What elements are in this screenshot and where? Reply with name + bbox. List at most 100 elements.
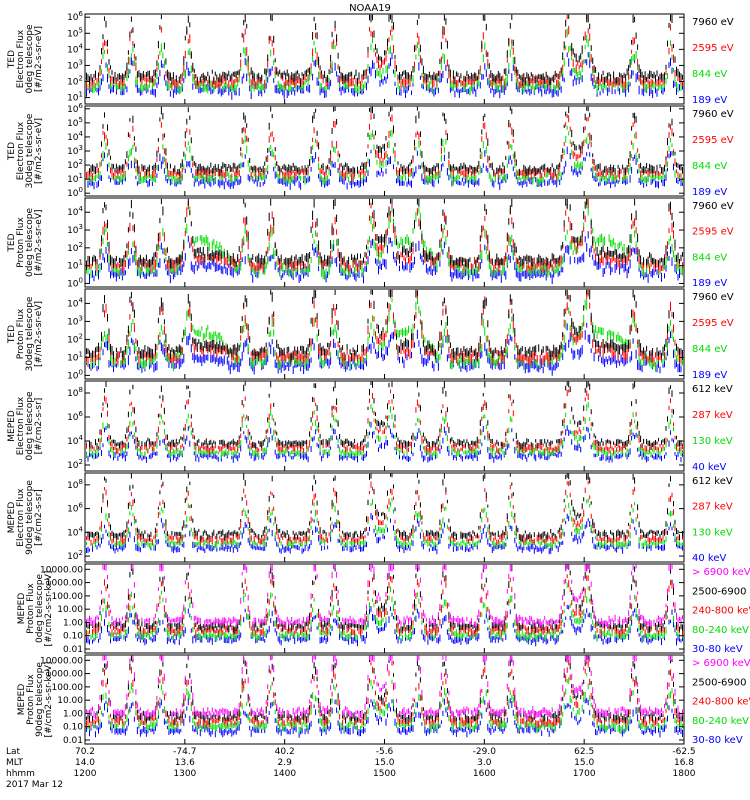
legend-entry: 844 eV [692,252,727,263]
panel-1-data [84,14,685,100]
legend-entry: 30-80 keV [692,735,743,746]
y-tick-label: 10.00 [57,696,83,706]
panel-7-series-1 [84,564,683,629]
x-tick-mlt: 16.8 [674,758,694,768]
legend-entry: 2500-6900 [692,586,747,597]
y-tick-label: 0.01 [63,645,83,655]
y-label-line: MEPED [7,502,17,534]
y-label-line: Electron Flux [16,488,26,547]
y-tick-label: 1000.00 [46,670,83,680]
x-date: 2017 Mar 12 [6,780,63,790]
panel-8-data [84,655,685,738]
legend-entry: 2595 eV [692,318,734,329]
y-label-line: 0deg telescope [25,24,35,94]
y-label-line: Electron Flux [16,29,26,88]
y-label-line: MEPED [7,410,17,442]
panel-8-y-label: MEPED Proton Flux 90deg telescope [#/cm2-s-… [17,662,54,738]
panel-8-y-ticks: 0.01 0.10 1.00 10.00 100.00 1000.00 10000.00 [40,656,684,746]
y-label-line: MEPED [17,593,27,625]
x-tick-hhmm: 1300 [173,769,196,779]
y-label-line: [#/m2-s-sr-eV] [34,26,44,92]
legend-entry: > 6900 keV [692,567,750,578]
x-row-label: Lat [6,747,21,757]
legend-entry: > 6900 keV [692,658,750,669]
panel-3-series-1 [84,198,685,270]
legend-entry: 130 keV [692,436,733,447]
legend-entry: 2595 eV [692,135,734,146]
y-label-line: Proton Flux [26,674,36,725]
x-tick-lat: -74.7 [173,747,196,757]
panel-7-legend: > 6900 keV 2500-6900 240-800 keV 80-240 keV… [692,567,750,655]
x-tick-mlt: 14.0 [75,758,95,768]
y-label-line: 30deg telescope [25,113,35,188]
x-tick-lat: 70.2 [75,747,95,757]
panel-1-legend: 7960 eV 2595 eV 844 eV 189 eV [692,17,734,106]
y-label-line: [#/cm2-s-sr] [34,489,44,546]
panel-5: 102 104 106 108 MEPED Electron Flux 0deg teles… [7,380,733,473]
y-label-line: Electron Flux [16,121,26,180]
legend-entry: 40 keV [692,553,726,564]
y-label-line: 0deg telescope [35,574,45,644]
y-tick-label: 103 [67,144,83,157]
x-tick-mlt: 15.0 [574,758,594,768]
y-tick-label: 101 [67,350,83,363]
y-tick-label: 0.10 [63,632,83,642]
x-tick-lat: 40.2 [275,747,295,757]
panel-3-y-label: TED Proton Flux 0deg telescope [#/m2-s-sr-e… [7,208,44,278]
panel-4-legend: 7960 eV 2595 eV 844 eV 189 eV [692,292,734,381]
x-tick-mlt: 3.0 [477,758,492,768]
y-tick-label: 10000.00 [40,656,83,666]
y-label-line: TED [7,325,17,344]
y-label-line: [#/m2-s-sr-eV] [34,118,44,184]
legend-entry: 7960 eV [692,201,734,212]
y-label-line: MEPED [17,684,27,716]
legend-entry: 2500-6900 [692,677,747,688]
y-tick-label: 105 [67,116,83,129]
y-tick-label: 104 [67,525,83,538]
x-tick-mlt: 13.6 [175,758,195,768]
y-tick-label: 108 [67,478,83,491]
panel-6-legend: 612 keV 287 keV 130 keV 40 keV [692,476,733,564]
panel-1-y-label: TED Electron Flux 0deg telescope [#/m2-s-sr… [7,24,44,94]
x-tick-mlt: 2.9 [278,758,293,768]
legend-entry: 189 eV [692,278,727,289]
y-tick-label: 104 [67,434,83,447]
legend-entry: 7960 eV [692,109,734,120]
panel-5-series-4 [84,421,683,463]
y-tick-label: 104 [67,42,83,55]
y-tick-label: 1000.00 [46,579,83,589]
y-tick-label: 101 [67,172,83,185]
y-tick-label: 104 [67,130,83,143]
x-tick-lat: 62.5 [574,747,594,757]
y-label-line: [#/cm2-s-sr-keV] [44,571,54,647]
y-label-line: [#/m2-s-sr-eV] [34,301,44,367]
y-label-line: 90deg telescope [25,480,35,555]
y-tick-label: 1.00 [63,709,83,719]
legend-entry: 30-80 keV [692,644,743,655]
y-tick-label: 100 [67,368,83,381]
y-label-line: Proton Flux [26,583,36,634]
x-tick-lat: -62.5 [672,747,695,757]
y-tick-label: 100.00 [52,683,84,693]
y-tick-label: 104 [67,205,83,218]
y-label-line: TED [7,233,17,252]
panel-7-y-ticks: 0.01 0.10 1.00 10.00 100.00 1000.00 10000.00 [40,565,684,655]
panel-6-data [84,473,685,555]
y-tick-label: 102 [67,549,83,562]
x-tick-hhmm: 1800 [673,769,696,779]
y-label-line: 30deg telescope [25,296,35,371]
legend-entry: 7960 eV [692,17,734,28]
legend-entry: 189 eV [692,187,727,198]
panel-2-y-label: TED Electron Flux 30deg telescope [#/m2-s-s… [7,113,44,188]
panel-7-y-label: MEPED Proton Flux 0deg telescope [#/cm2-s-s… [17,571,54,647]
panel-4-data [84,289,685,376]
y-tick-label: 103 [67,58,83,71]
legend-entry: 240-800 keV [692,606,750,617]
y-label-line: TED [7,50,17,69]
y-label-line: [#/cm2-s-sr-keV] [44,662,54,738]
panel-2-series-1 [89,106,685,177]
panel-8-legend: > 6900 keV 2500-6900 240-800 keV 80-240 keV… [692,658,750,746]
y-label-line: 0deg telescope [25,208,35,278]
